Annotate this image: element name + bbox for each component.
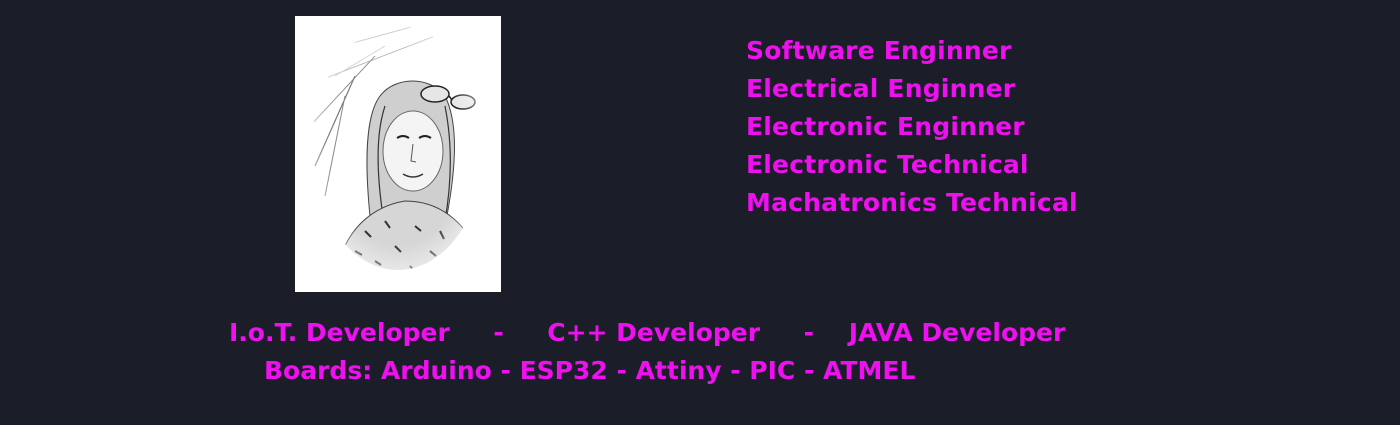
title-electronic-engineer: Electronic Enginner	[746, 112, 1025, 141]
portrait-sketch-icon	[295, 16, 501, 292]
title-software-engineer: Software Enginner	[746, 36, 1012, 65]
developer-skills-line: I.o.T. Developer - C++ Developer - JAVA …	[229, 318, 1066, 347]
job-titles-list: Software Enginner Electrical Enginner El…	[746, 32, 1078, 222]
title-electronic-technical: Electronic Technical	[746, 150, 1029, 179]
title-electrical-engineer: Electrical Enginner	[746, 74, 1016, 103]
profile-photo	[295, 16, 501, 292]
title-mechatronics-technical: Machatronics Technical	[746, 188, 1078, 217]
boards-line: Boards: Arduino - ESP32 - Attiny - PIC -…	[264, 356, 916, 385]
